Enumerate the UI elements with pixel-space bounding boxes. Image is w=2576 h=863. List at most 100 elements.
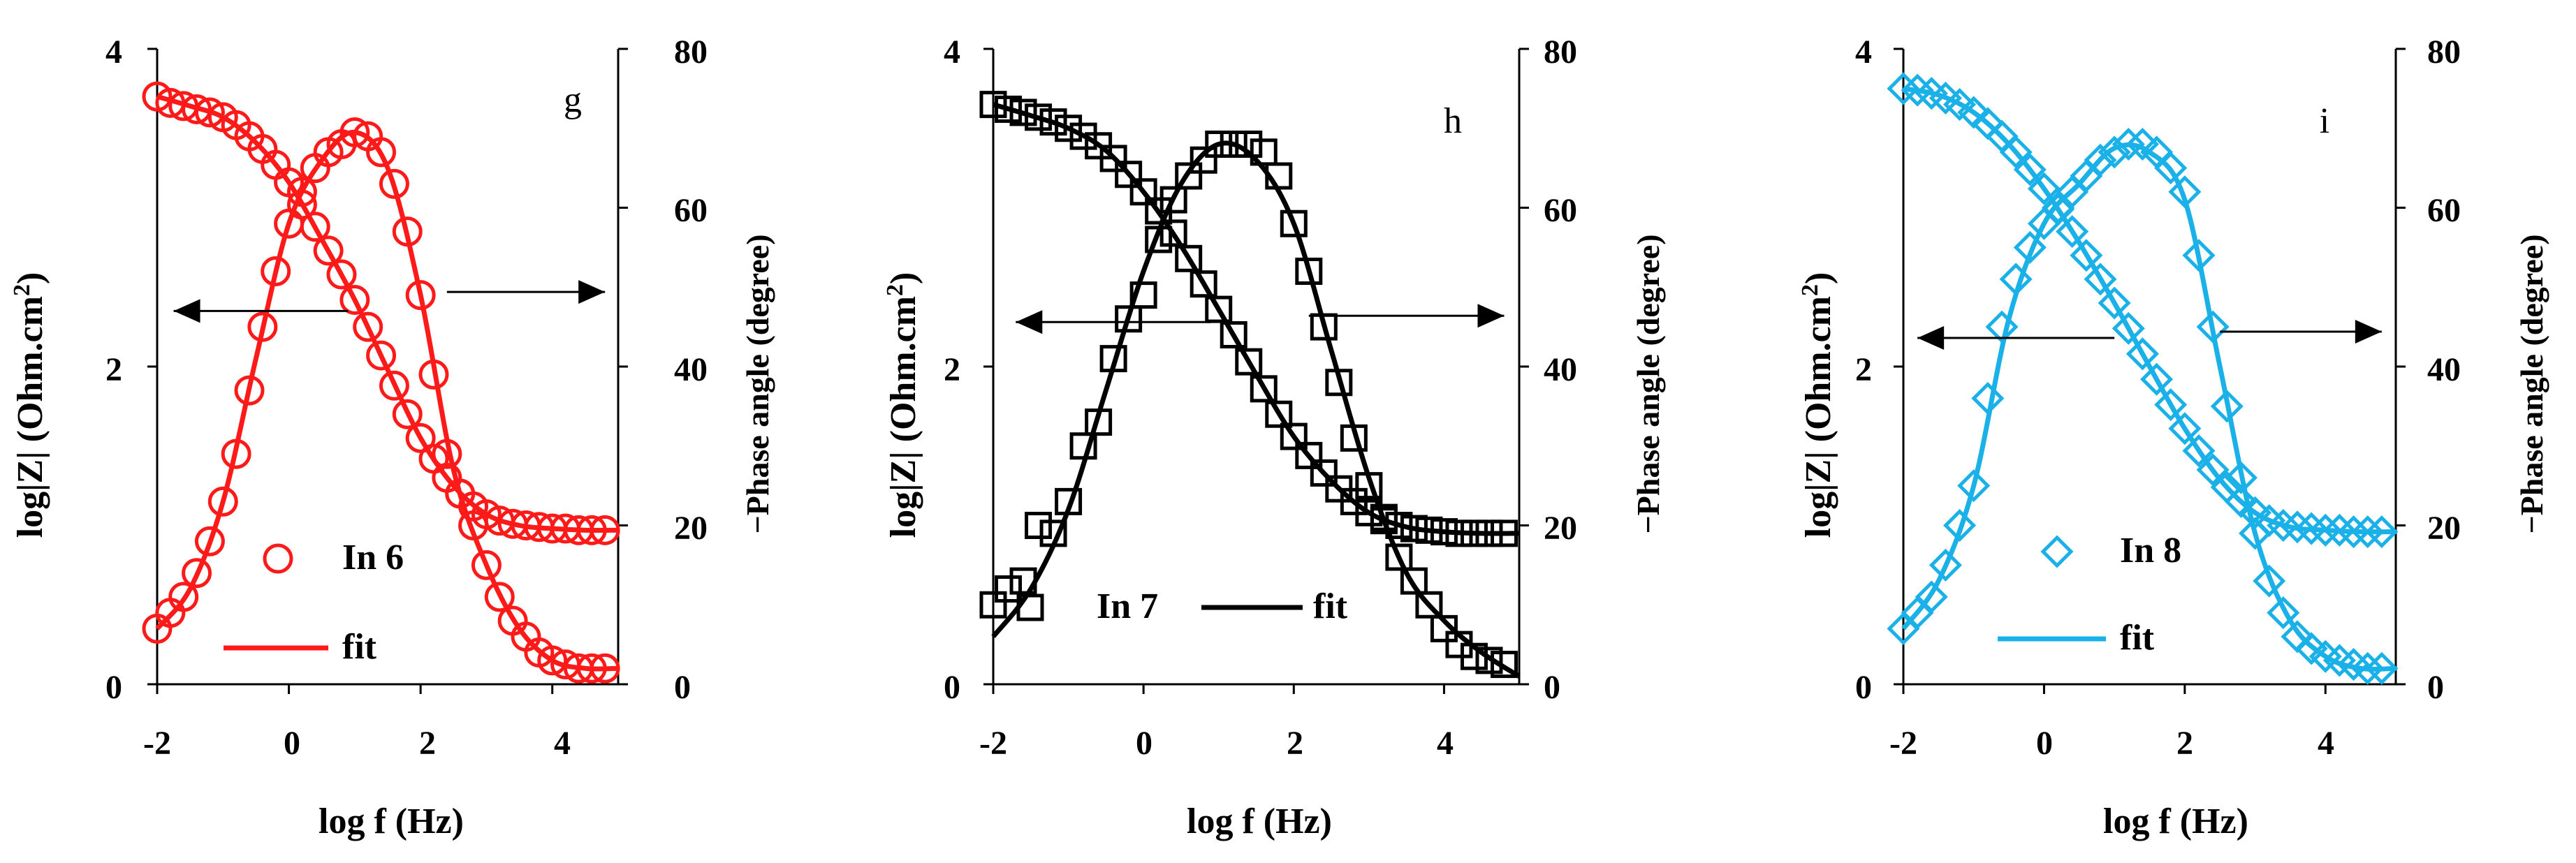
data-point xyxy=(2295,632,2328,665)
panel-h-x-title: log f (Hz) xyxy=(1187,802,1332,841)
data-point xyxy=(366,340,397,371)
panel-i-y-left-tick: 0 xyxy=(1855,669,1872,706)
fit-line xyxy=(155,129,619,672)
panel-g-y-left-tick: 4 xyxy=(105,34,122,71)
panel-h-legend-data-label: In 7 xyxy=(1097,587,1158,626)
panel-i-marks xyxy=(1887,47,2406,694)
data-point xyxy=(979,91,1007,119)
arrow-left-head xyxy=(173,299,200,323)
data-point xyxy=(1385,543,1413,571)
data-point xyxy=(379,168,409,199)
panel-g-y-right-title: −Phase angle (degree) xyxy=(740,234,775,533)
panel-i-y-left-tick: 4 xyxy=(1855,34,1872,71)
panel-i: log|Z| (Ohm.cm2) −Phase angle (degree) l… xyxy=(1797,34,2549,841)
panel-g-marks xyxy=(142,47,628,694)
panel-g-y-right-tick: 20 xyxy=(674,510,708,547)
data-point xyxy=(2267,508,2300,543)
data-point xyxy=(1250,138,1278,166)
panel-i-x-tick: 4 xyxy=(2318,725,2334,762)
panel-h-letter: h xyxy=(1444,101,1462,141)
panel-i-y-right-tick: 80 xyxy=(2427,34,2461,71)
panel-g-y-right-tick: 60 xyxy=(674,192,708,229)
data-point xyxy=(1957,96,1991,129)
panel-i-y-left-tick: 2 xyxy=(1855,351,1872,388)
data-point xyxy=(247,311,278,342)
data-point xyxy=(168,582,199,612)
data-point xyxy=(576,515,607,545)
data-point xyxy=(1280,422,1308,450)
panel-i-x-tick: -2 xyxy=(1889,725,1917,762)
data-point xyxy=(1929,548,1962,582)
data-point xyxy=(366,137,397,168)
data-point xyxy=(1039,519,1067,547)
data-point xyxy=(392,399,423,429)
data-point xyxy=(1205,295,1233,323)
panel-h-y-right-tick: 20 xyxy=(1544,510,1577,547)
data-point xyxy=(405,422,436,453)
data-point xyxy=(2098,286,2131,320)
data-point xyxy=(1957,469,1991,503)
data-point xyxy=(1385,512,1413,539)
data-point xyxy=(471,549,502,580)
panel-i-legend-data-label: In 8 xyxy=(2120,531,2181,570)
legend-marker xyxy=(1016,593,1044,621)
data-point xyxy=(1475,647,1503,674)
data-point xyxy=(1055,487,1083,515)
panel-h-ticks: -2 0 2 4 0 2 4 0 20 40 60 80 xyxy=(944,34,1577,762)
panel-h-y-right-tick: 60 xyxy=(1544,192,1577,229)
data-point xyxy=(1430,614,1458,642)
data-point xyxy=(2239,517,2272,550)
data-point xyxy=(1009,567,1037,595)
data-point xyxy=(405,280,436,311)
data-point xyxy=(2196,310,2230,344)
panel-i-y-right-tick: 40 xyxy=(2427,351,2461,388)
data-point xyxy=(1099,345,1127,373)
panel-h-y-left-title: log|Z| (Ohm.cm2) xyxy=(882,272,923,538)
data-point xyxy=(1115,305,1143,333)
data-point xyxy=(1220,321,1247,348)
arrow-right-head xyxy=(2355,319,2382,344)
data-point xyxy=(2351,515,2385,549)
data-point xyxy=(2182,434,2216,468)
data-point xyxy=(995,575,1023,603)
data-point xyxy=(1235,131,1263,158)
panel-h-y-left-tick: 2 xyxy=(944,351,960,388)
data-point xyxy=(379,370,409,401)
data-point xyxy=(194,97,225,128)
data-point xyxy=(2224,461,2257,494)
data-point xyxy=(1887,72,1920,105)
data-point xyxy=(1220,131,1247,158)
data-point xyxy=(590,653,620,684)
panel-h-y-right-tick: 80 xyxy=(1544,34,1577,71)
data-point xyxy=(1129,178,1157,206)
data-point xyxy=(2140,362,2174,396)
panel-h-x-tick: 0 xyxy=(1136,725,1152,762)
panel-g-y-right-tick: 0 xyxy=(674,669,691,706)
panel-i-legend-fit-label: fit xyxy=(2120,618,2155,658)
data-point xyxy=(2013,230,2047,264)
panel-i-x-tick: 0 xyxy=(2036,725,2053,762)
data-point xyxy=(1159,219,1187,247)
data-point xyxy=(234,375,265,406)
data-point xyxy=(2154,152,2188,185)
data-point xyxy=(182,94,212,124)
panel-h-x-tick: 4 xyxy=(1437,725,1454,762)
data-point xyxy=(1943,88,1977,121)
data-point xyxy=(537,645,568,676)
panel-h: log|Z| (Ohm.cm2) −Phase angle (degree) l… xyxy=(882,34,1666,841)
data-point xyxy=(2196,453,2230,487)
data-point xyxy=(326,259,357,290)
panel-h-y-right-tick: 0 xyxy=(1544,669,1560,706)
panel-g-legend-fit-label: fit xyxy=(342,627,377,667)
panel-g-legend-data-label: In 6 xyxy=(342,538,404,577)
data-point xyxy=(1265,400,1293,428)
data-point xyxy=(2351,651,2385,685)
data-point xyxy=(2098,135,2131,169)
panel-h-marks xyxy=(979,47,1529,694)
data-point xyxy=(2013,153,2047,186)
panel-i-x-tick: 2 xyxy=(2176,725,2193,762)
panel-i-y-right-tick: 0 xyxy=(2427,669,2444,706)
data-point xyxy=(2365,515,2399,549)
fit-line xyxy=(1901,142,2396,672)
